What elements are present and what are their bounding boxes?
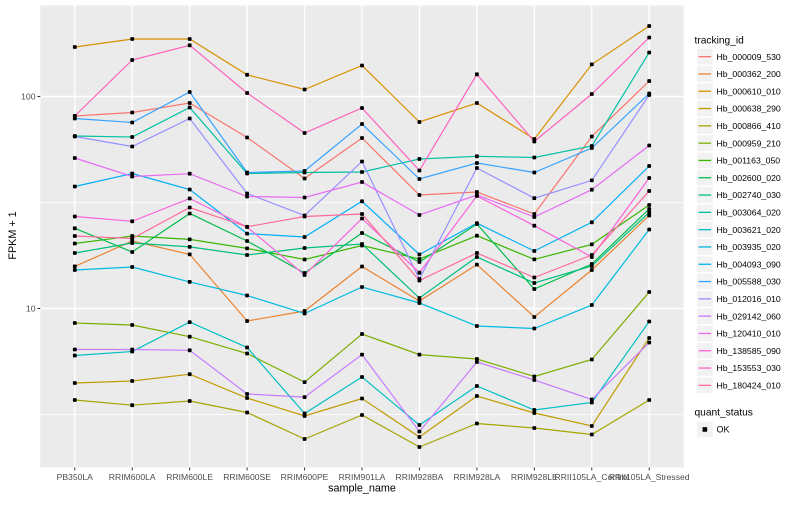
svg-text:Hb_000638_290: Hb_000638_290	[717, 104, 781, 114]
svg-text:Hb_120410_010: Hb_120410_010	[717, 329, 781, 339]
svg-text:tracking_id: tracking_id	[695, 36, 745, 47]
svg-text:Hb_003064_020: Hb_003064_020	[717, 207, 781, 217]
svg-text:Hb_000009_530: Hb_000009_530	[717, 52, 781, 62]
svg-text:10: 10	[26, 303, 36, 313]
svg-text:sample_name: sample_name	[328, 482, 396, 494]
svg-text:Hb_180424_010: Hb_180424_010	[717, 380, 781, 390]
svg-text:quant_status: quant_status	[695, 407, 753, 418]
svg-text:Hb_000866_410: Hb_000866_410	[717, 121, 781, 131]
svg-text:RRIM600LE: RRIM600LE	[166, 472, 213, 482]
svg-text:Hb_002740_030: Hb_002740_030	[717, 190, 781, 200]
svg-text:PB350LA: PB350LA	[57, 472, 94, 482]
svg-text:Hb_005588_030: Hb_005588_030	[717, 277, 781, 287]
svg-text:RRIM600LA: RRIM600LA	[109, 472, 156, 482]
svg-text:Hb_003935_020: Hb_003935_020	[717, 242, 781, 252]
svg-text:Hb_002600_020: Hb_002600_020	[717, 173, 781, 183]
svg-text:RRIM928LA: RRIM928LA	[453, 472, 500, 482]
svg-text:RRII105LA_Stressed: RRII105LA_Stressed	[609, 472, 690, 482]
svg-text:Hb_004093_090: Hb_004093_090	[717, 259, 781, 269]
svg-text:RRIM901LA: RRIM901LA	[339, 472, 386, 482]
svg-text:FPKM + 1: FPKM + 1	[7, 211, 19, 259]
svg-text:Hb_003621_020: Hb_003621_020	[717, 225, 781, 235]
svg-text:Hb_153553_030: Hb_153553_030	[717, 363, 781, 373]
svg-text:Hb_138585_090: Hb_138585_090	[717, 346, 781, 356]
svg-text:100: 100	[21, 91, 36, 101]
svg-text:OK: OK	[717, 425, 730, 435]
svg-text:RRIM928LE: RRIM928LE	[511, 472, 558, 482]
svg-text:Hb_012016_010: Hb_012016_010	[717, 294, 781, 304]
svg-text:Hb_001163_050: Hb_001163_050	[717, 156, 781, 166]
svg-text:RRIM928BA: RRIM928BA	[396, 472, 444, 482]
svg-text:Hb_000959_210: Hb_000959_210	[717, 138, 781, 148]
svg-text:RRIM600SE: RRIM600SE	[223, 472, 271, 482]
svg-text:RRII105LA_Control: RRII105LA_Control	[555, 472, 630, 482]
svg-text:Hb_000610_010: Hb_000610_010	[717, 86, 781, 96]
svg-text:Hb_029142_060: Hb_029142_060	[717, 311, 781, 321]
svg-text:RRIM600PE: RRIM600PE	[281, 472, 329, 482]
svg-text:Hb_000362_200: Hb_000362_200	[717, 69, 781, 79]
